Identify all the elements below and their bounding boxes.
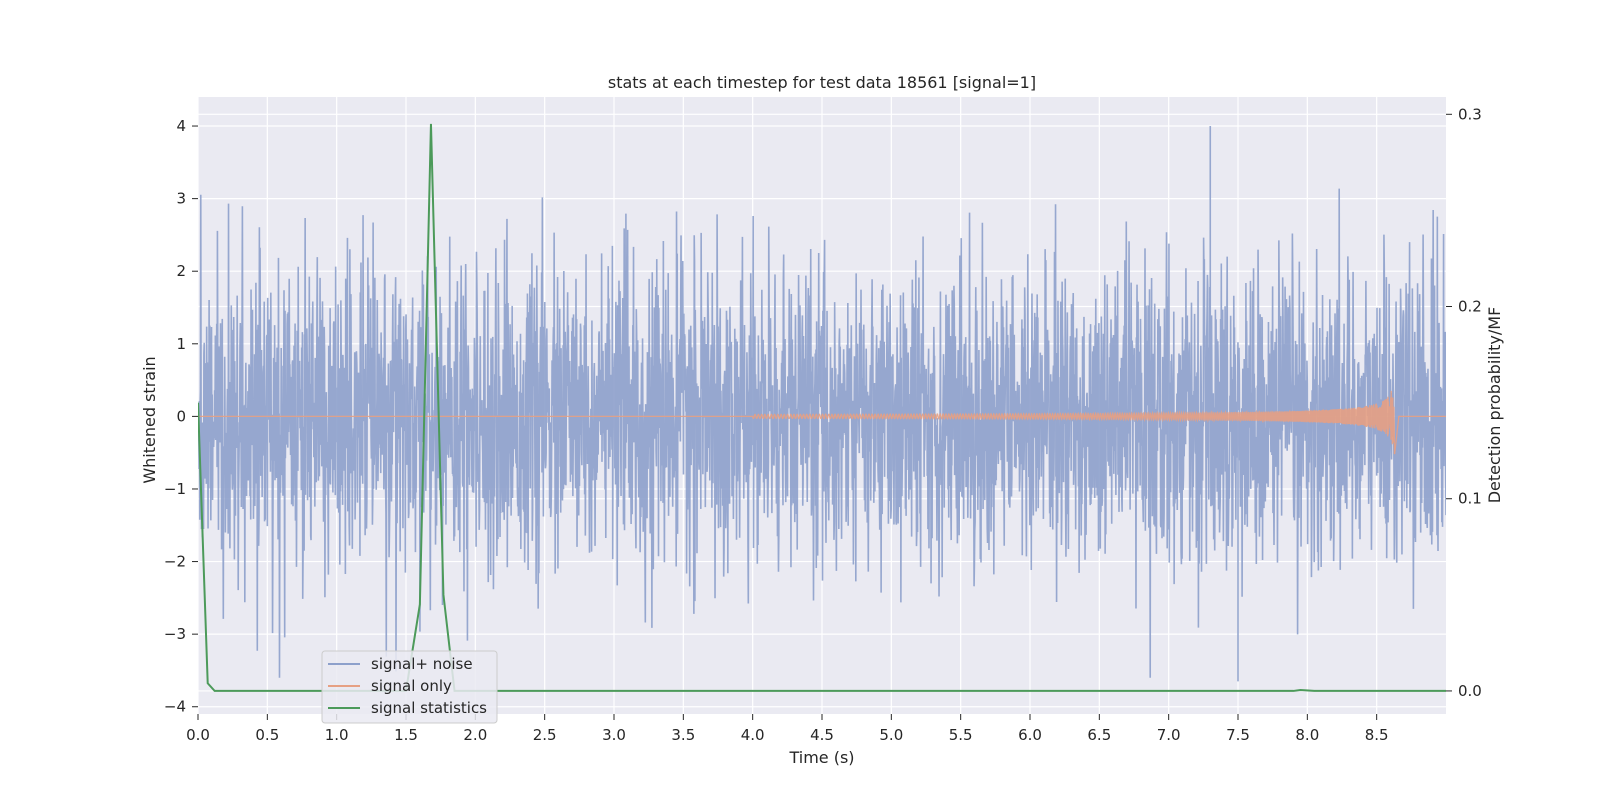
- x-tick-label: 3.0: [602, 726, 626, 744]
- chart-title: stats at each timestep for test data 185…: [608, 73, 1036, 92]
- y-tick-label: −3: [164, 625, 186, 643]
- x-tick-label: 8.0: [1295, 726, 1319, 744]
- legend-label-signal-only: signal only: [371, 677, 452, 695]
- x-tick-label: 6.0: [1018, 726, 1042, 744]
- x-tick-label: 0.5: [255, 726, 279, 744]
- x-tick-label: 7.0: [1157, 726, 1181, 744]
- y-tick-label: 2: [176, 262, 186, 280]
- x-tick-label: 7.5: [1226, 726, 1250, 744]
- y-axis-ticks: 4 3 2 1 0 −1 −2 −3 −4: [164, 117, 198, 716]
- y-tick-label: 1: [176, 335, 186, 353]
- legend-label-signal-statistics: signal statistics: [371, 699, 487, 717]
- y2-axis-ticks: 0.3 0.2 0.1 0.0: [1446, 105, 1482, 700]
- x-tick-label: 1.0: [325, 726, 349, 744]
- x-tick-label: 3.5: [671, 726, 695, 744]
- x-tick-label: 5.0: [879, 726, 903, 744]
- x-tick-label: 8.5: [1365, 726, 1389, 744]
- x-axis-ticks: 0.0 0.5 1.0 1.5 2.0 2.5 3.0 3.5 4.0 4.5 5.0 5.5 6.0 6…: [186, 714, 1389, 744]
- x-tick-label: 4.5: [810, 726, 834, 744]
- x-tick-label: 4.0: [741, 726, 765, 744]
- y-tick-label: 3: [176, 190, 186, 208]
- series-line-signal-noise: [198, 126, 1446, 682]
- x-tick-label: 2.5: [533, 726, 557, 744]
- y2-axis-label: Detection probability/MF: [1485, 307, 1504, 504]
- x-tick-label: 2.0: [463, 726, 487, 744]
- x-tick-label: 1.5: [394, 726, 418, 744]
- y2-tick-label: 0.2: [1458, 298, 1482, 316]
- y-tick-label: 4: [176, 117, 186, 135]
- legend-box: [321, 650, 498, 724]
- y-tick-label: −4: [164, 698, 186, 716]
- y-tick-label: −1: [164, 480, 186, 498]
- y2-tick-label: 0.0: [1458, 682, 1482, 700]
- x-tick-label: 5.5: [949, 726, 973, 744]
- y2-tick-label: 0.3: [1458, 105, 1482, 123]
- y2-tick-label: 0.1: [1458, 490, 1482, 508]
- x-axis-label: Time (s): [788, 748, 854, 767]
- y-tick-label: 0: [176, 407, 186, 425]
- series-line-signal-statistics: [198, 123, 1446, 692]
- legend: signal+ noise signal only signal statist…: [321, 650, 498, 724]
- y-tick-label: −2: [164, 553, 186, 571]
- x-tick-label: 6.5: [1087, 726, 1111, 744]
- series-line-signal-only: [198, 390, 1446, 455]
- y-axis-label: Whitened strain: [140, 356, 159, 483]
- x-tick-label: 0.0: [186, 726, 210, 744]
- legend-label-signal-noise: signal+ noise: [371, 655, 473, 673]
